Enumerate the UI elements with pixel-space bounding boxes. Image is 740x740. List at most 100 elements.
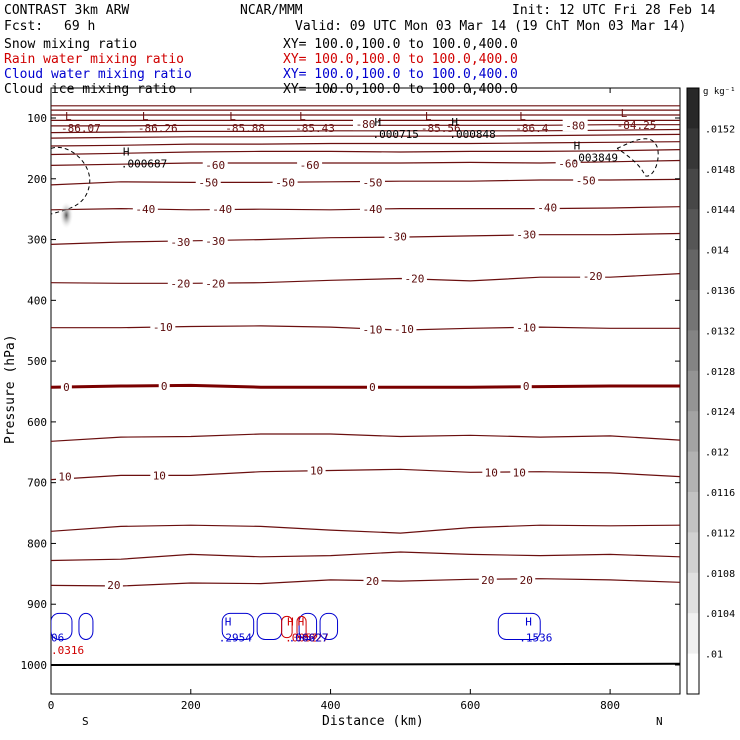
temp-label-bg — [167, 277, 193, 290]
colorbar-tick-label: .0104 — [705, 609, 735, 620]
ice-high-marker: H — [451, 116, 458, 129]
y-tick-label: 500 — [27, 355, 47, 368]
colorbar-tick-label: .0152 — [705, 124, 735, 135]
colorbar-segment — [687, 572, 699, 614]
field-xy-1: XY= 100.0,100.0 to 100.0,400.0 — [283, 52, 518, 67]
ice-high-value: .000848 — [449, 128, 495, 141]
ice-high-marker: H — [123, 145, 130, 158]
temp-label-bg — [104, 578, 123, 591]
valid-time: Valid: 09 UTC Mon 03 Mar 14 (19 ChT Mon … — [295, 19, 686, 34]
temp-label-bg — [359, 176, 385, 189]
temp-label: -60 — [300, 159, 320, 172]
surface-line — [51, 662, 680, 666]
temp-label-bg — [482, 466, 501, 479]
temp-label: -30 — [516, 229, 536, 242]
temp-label: -60 — [558, 158, 578, 171]
x-tick-label: 800 — [600, 699, 620, 712]
colorbar-segment — [687, 209, 699, 251]
rain-contour-0 — [281, 615, 293, 639]
temp-label-bg — [573, 174, 599, 187]
cloud-contour-4 — [298, 612, 318, 640]
low-marker: L — [229, 110, 236, 123]
field-name-1: Rain water mixing ratio — [4, 52, 184, 67]
field-name-0: Snow mixing ratio — [4, 37, 137, 52]
ice-high-value: .003849 — [572, 151, 618, 164]
low-value: -86.07 — [61, 122, 101, 135]
temp-label-bg — [158, 380, 170, 393]
temp-label-bg — [353, 118, 378, 131]
temp-label: -50 — [576, 175, 596, 188]
cloud-high-marker: H — [225, 616, 232, 629]
temp-label-bg — [555, 157, 581, 170]
org-label: NCAR/MMM — [240, 3, 303, 18]
temp-label-bg — [307, 464, 326, 477]
low-value: -86.26 — [138, 122, 178, 135]
temp-label-bg — [167, 235, 193, 248]
y-axis-label: Pressure (hPa) — [3, 334, 18, 444]
cloud-contour-6 — [497, 612, 541, 640]
ice-high-value: .000687 — [121, 157, 167, 170]
colorbar-segment — [687, 370, 699, 412]
colorbar-segment — [687, 88, 699, 129]
init-time: Init: 12 UTC Fri 28 Feb 14 — [512, 3, 716, 18]
y-tick-label: 1000 — [21, 659, 48, 672]
temp-label: -10 — [153, 321, 173, 334]
snow-feature — [59, 201, 74, 230]
temp-label-bg — [562, 119, 588, 132]
cloud-mixed-value: .06627 — [289, 632, 329, 645]
isotherm-12 — [51, 149, 680, 156]
temp-label-bg — [209, 203, 235, 216]
colorbar-tick-label: .0112 — [705, 528, 735, 539]
colorbar-tick-label: .0108 — [705, 569, 735, 580]
rain-high-marker: H — [298, 616, 305, 629]
colorbar-segment — [687, 492, 699, 533]
temp-label: -80 — [565, 119, 585, 132]
low-marker: L — [142, 110, 149, 123]
field-xy-0: XY= 100.0,100.0 to 100.0,400.0 — [283, 37, 518, 52]
cloud-high-value: 06 — [51, 632, 64, 645]
colorbar-segment — [687, 290, 699, 331]
temp-label: 0 — [523, 380, 530, 393]
colorbar-segment — [687, 168, 699, 210]
colorbar-segment — [687, 128, 699, 170]
low-value: -85.56 — [421, 122, 461, 135]
low-value: -86.4 — [515, 122, 548, 135]
temp-label: -40 — [363, 203, 383, 216]
isotherm-7 — [51, 273, 680, 284]
y-tick-label: 800 — [27, 537, 47, 550]
y-tick-label: 700 — [27, 477, 47, 490]
temp-label-bg — [132, 203, 158, 216]
temp-label-bg — [384, 230, 410, 243]
colorbar-segment — [687, 411, 699, 453]
temp-label: -30 — [205, 235, 225, 248]
field-name-3: Cloud ice mixing ratio — [4, 82, 176, 97]
temp-label: -30 — [387, 231, 407, 244]
colorbar-segment — [687, 330, 699, 372]
colorbar-tick-label: .014 — [705, 246, 729, 257]
temp-label-bg — [366, 381, 378, 394]
temp-label: -20 — [404, 272, 424, 285]
colorbar-tick-label: .0128 — [705, 367, 735, 378]
low-value: -84.25 — [617, 119, 657, 132]
y-tick-label: 600 — [27, 416, 47, 429]
temp-label: 20 — [366, 575, 379, 588]
temp-label-bg — [520, 380, 532, 393]
temp-label-bg — [478, 573, 497, 586]
colorbar-segment — [687, 532, 699, 574]
forecast-label: Fcst: — [4, 19, 43, 34]
ice-contour-right — [616, 138, 659, 177]
temp-label: 0 — [63, 381, 70, 394]
temp-label-bg — [195, 176, 221, 189]
field-xy-2: XY= 100.0,100.0 to 100.0,400.0 — [283, 67, 518, 82]
low-value: -85.88 — [225, 122, 265, 135]
forecast-hours: 69 h — [64, 19, 95, 34]
temp-label: -50 — [363, 176, 383, 189]
temp-label-bg — [202, 158, 228, 171]
temp-label: 20 — [520, 574, 533, 587]
colorbar-tick-label: .0132 — [705, 326, 735, 337]
temp-label: 10 — [485, 466, 498, 479]
temp-label: -80 — [356, 118, 376, 131]
x-tick-label: 400 — [321, 699, 341, 712]
temp-label-bg — [150, 469, 169, 482]
cloud-contour-0 — [51, 612, 73, 640]
